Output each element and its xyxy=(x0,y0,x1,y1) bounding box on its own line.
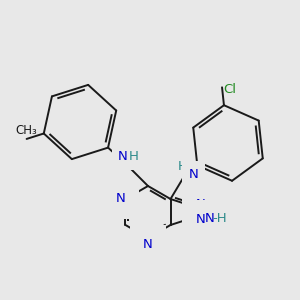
Text: N: N xyxy=(116,193,125,206)
Text: N: N xyxy=(189,167,198,181)
Text: H: H xyxy=(178,160,188,173)
Text: N: N xyxy=(195,214,205,226)
Text: N: N xyxy=(195,197,205,211)
Text: CH₃: CH₃ xyxy=(16,124,38,137)
Text: N: N xyxy=(204,212,214,226)
Text: N: N xyxy=(118,151,128,164)
Text: -H: -H xyxy=(212,212,226,226)
Text: Cl: Cl xyxy=(224,83,236,96)
Text: H: H xyxy=(129,151,139,164)
Text: N: N xyxy=(143,238,153,251)
